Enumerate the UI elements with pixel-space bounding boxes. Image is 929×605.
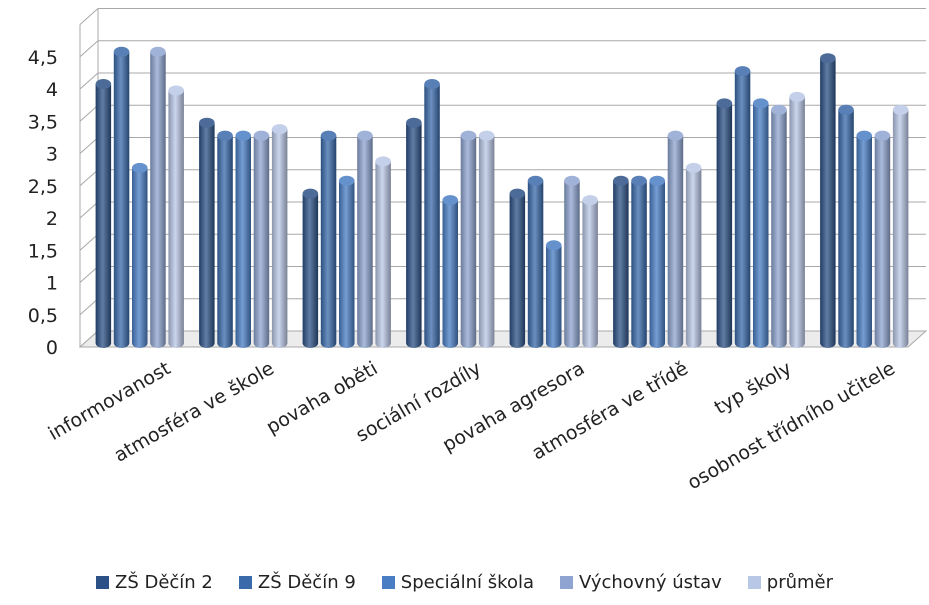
bar [716, 98, 733, 348]
legend-label: Výchovný ústav [579, 572, 722, 593]
gridline-side [79, 8, 99, 25]
y-tick-label: 4,5 [28, 47, 58, 69]
bar [302, 188, 319, 348]
legend-item: ZŠ Děčín 9 [238, 572, 356, 593]
bar [253, 130, 270, 349]
bar [406, 117, 422, 348]
bar [217, 130, 233, 348]
y-tick-label: 1 [46, 273, 58, 295]
gridline-side [79, 72, 99, 90]
bar [631, 175, 647, 348]
bar [460, 130, 477, 348]
bar [734, 66, 751, 348]
legend-swatch [560, 576, 573, 589]
y-tick-label: 4 [46, 79, 58, 101]
bar [199, 117, 215, 348]
chart-svg: 00,511,522,533,544,5informovanostatmosfé… [28, 8, 928, 494]
legend-item: ZŠ Děčín 2 [95, 572, 213, 593]
bar [546, 240, 562, 348]
bar [271, 124, 288, 348]
legend-swatch [95, 576, 109, 589]
legend-swatch [238, 576, 252, 589]
bar [320, 130, 337, 348]
gridline-side [79, 40, 99, 58]
legend-swatch [381, 576, 395, 589]
x-tick-label: typ školy [711, 357, 796, 419]
bar [856, 130, 872, 348]
chart-legend: ZŠ Děčín 2 ZŠ Děčín 9 Speciální škola Výcho… [0, 572, 929, 593]
bar [685, 162, 702, 348]
bar [424, 79, 440, 348]
bar [649, 175, 665, 348]
bar [582, 195, 598, 348]
gridline-side [79, 233, 99, 251]
floor [78, 330, 928, 348]
y-tick-label: 0,5 [28, 305, 58, 327]
bar [509, 188, 526, 348]
legend-item: Speciální škola [381, 572, 534, 593]
legend-label: ZŠ Děčín 2 [114, 572, 213, 593]
bar [613, 175, 629, 348]
bar [564, 175, 580, 348]
y-tick-label: 3,5 [28, 111, 58, 133]
bar [339, 175, 355, 348]
bar [789, 91, 805, 349]
legend-swatch [747, 576, 761, 589]
y-tick-label: 1,5 [28, 240, 58, 262]
bar [820, 53, 836, 348]
bar [357, 130, 373, 348]
bar [753, 98, 769, 348]
legend-label: ZŠ Děčín 9 [257, 572, 356, 593]
bar [95, 79, 112, 348]
bar [150, 46, 166, 348]
bar [838, 104, 854, 348]
y-tick-label: 0 [46, 337, 58, 359]
bar [527, 175, 544, 348]
y-tick-label: 2 [46, 208, 58, 230]
bar [667, 130, 684, 348]
legend-label: průměr [766, 572, 834, 593]
y-tick-label: 3 [46, 144, 58, 166]
bar [132, 162, 148, 348]
bar [168, 85, 184, 348]
bar [478, 130, 495, 348]
y-tick-label: 2,5 [28, 176, 58, 198]
gridline-side [79, 298, 99, 316]
bar [874, 130, 891, 348]
gridline-side [79, 201, 99, 219]
gridline-side [79, 169, 99, 187]
legend-label: Speciální škola [400, 572, 534, 593]
gridline-side [79, 137, 99, 154]
bar [235, 130, 251, 348]
bar [113, 46, 130, 348]
bar [771, 104, 787, 348]
gridline-side [79, 104, 99, 122]
bar [375, 156, 391, 348]
legend-item: Výchovný ústav [560, 572, 722, 593]
legend-item: průměr [747, 572, 834, 593]
gridline-side [79, 266, 99, 283]
bar [892, 104, 909, 348]
bar [442, 195, 458, 348]
